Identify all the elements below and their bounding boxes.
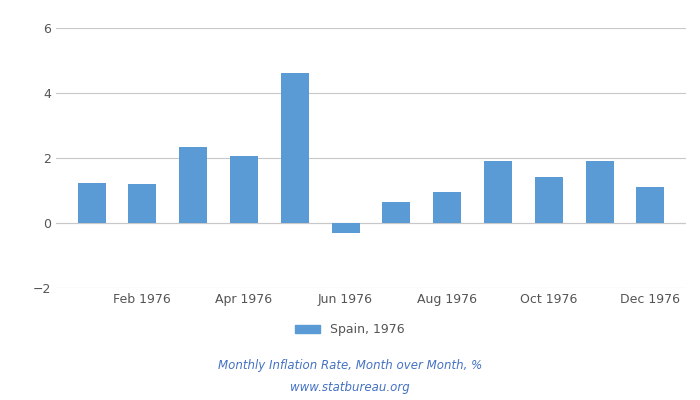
Bar: [128, 184, 156, 223]
Bar: [636, 187, 664, 223]
Bar: [78, 183, 106, 223]
Bar: [586, 161, 614, 223]
Bar: [535, 177, 563, 223]
Bar: [433, 192, 461, 223]
Bar: [230, 156, 258, 223]
Bar: [179, 147, 207, 223]
Text: www.statbureau.org: www.statbureau.org: [290, 382, 410, 394]
Text: Monthly Inflation Rate, Month over Month, %: Monthly Inflation Rate, Month over Month…: [218, 360, 482, 372]
Bar: [281, 72, 309, 223]
Bar: [484, 161, 512, 223]
Bar: [332, 223, 360, 233]
Bar: [382, 202, 410, 223]
Legend: Spain, 1976: Spain, 1976: [290, 318, 410, 341]
